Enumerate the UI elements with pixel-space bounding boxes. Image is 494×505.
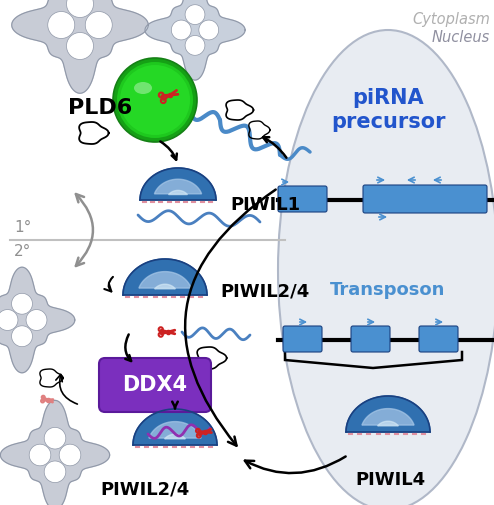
Polygon shape	[362, 409, 414, 425]
Text: PLD6: PLD6	[68, 98, 132, 118]
Circle shape	[185, 35, 205, 56]
Circle shape	[0, 310, 18, 330]
Polygon shape	[40, 369, 63, 387]
Text: PIWIL2/4: PIWIL2/4	[100, 481, 190, 499]
Polygon shape	[149, 422, 201, 438]
Polygon shape	[226, 100, 253, 120]
Text: Cytoplasm: Cytoplasm	[412, 12, 490, 27]
FancyBboxPatch shape	[419, 326, 458, 352]
Circle shape	[199, 20, 219, 40]
Polygon shape	[0, 267, 75, 373]
FancyBboxPatch shape	[283, 326, 322, 352]
Polygon shape	[346, 396, 430, 432]
Text: PIWIL2/4: PIWIL2/4	[220, 283, 309, 301]
Polygon shape	[123, 259, 207, 295]
FancyArrowPatch shape	[56, 375, 78, 404]
Polygon shape	[140, 168, 216, 200]
Polygon shape	[165, 434, 185, 439]
FancyBboxPatch shape	[99, 358, 211, 412]
Text: PIWIL4: PIWIL4	[355, 471, 425, 489]
Circle shape	[44, 461, 66, 483]
Circle shape	[44, 427, 66, 449]
FancyArrowPatch shape	[104, 277, 113, 291]
Text: piRNA
precursor: piRNA precursor	[331, 88, 445, 132]
Circle shape	[59, 444, 81, 466]
Ellipse shape	[278, 30, 494, 505]
Text: PIWIL1: PIWIL1	[230, 196, 300, 214]
Polygon shape	[155, 284, 175, 289]
Circle shape	[67, 0, 93, 18]
Polygon shape	[168, 190, 187, 194]
FancyArrowPatch shape	[245, 457, 346, 473]
FancyBboxPatch shape	[278, 186, 327, 212]
Circle shape	[113, 58, 197, 142]
FancyArrowPatch shape	[76, 194, 93, 266]
Circle shape	[26, 310, 47, 330]
FancyArrowPatch shape	[185, 189, 276, 446]
Text: DDX4: DDX4	[123, 375, 188, 395]
Circle shape	[117, 62, 193, 138]
Text: 1°: 1°	[14, 221, 32, 235]
Circle shape	[185, 5, 205, 25]
Polygon shape	[197, 347, 227, 369]
Polygon shape	[139, 272, 191, 288]
Circle shape	[67, 32, 93, 60]
Polygon shape	[133, 409, 217, 445]
Polygon shape	[12, 0, 148, 93]
Polygon shape	[0, 400, 110, 505]
Polygon shape	[249, 121, 270, 139]
Circle shape	[85, 12, 112, 38]
Polygon shape	[79, 122, 109, 144]
Circle shape	[11, 293, 33, 314]
Text: 2°: 2°	[14, 244, 32, 260]
Circle shape	[120, 65, 190, 135]
Text: Nucleus: Nucleus	[432, 30, 490, 45]
Text: Transposon: Transposon	[330, 281, 446, 299]
Ellipse shape	[134, 82, 152, 94]
FancyBboxPatch shape	[363, 185, 487, 213]
Circle shape	[11, 326, 33, 346]
Circle shape	[48, 12, 75, 38]
Circle shape	[29, 444, 51, 466]
FancyBboxPatch shape	[351, 326, 390, 352]
Polygon shape	[145, 0, 245, 80]
Polygon shape	[377, 421, 398, 426]
Circle shape	[171, 20, 191, 40]
Polygon shape	[155, 179, 202, 194]
